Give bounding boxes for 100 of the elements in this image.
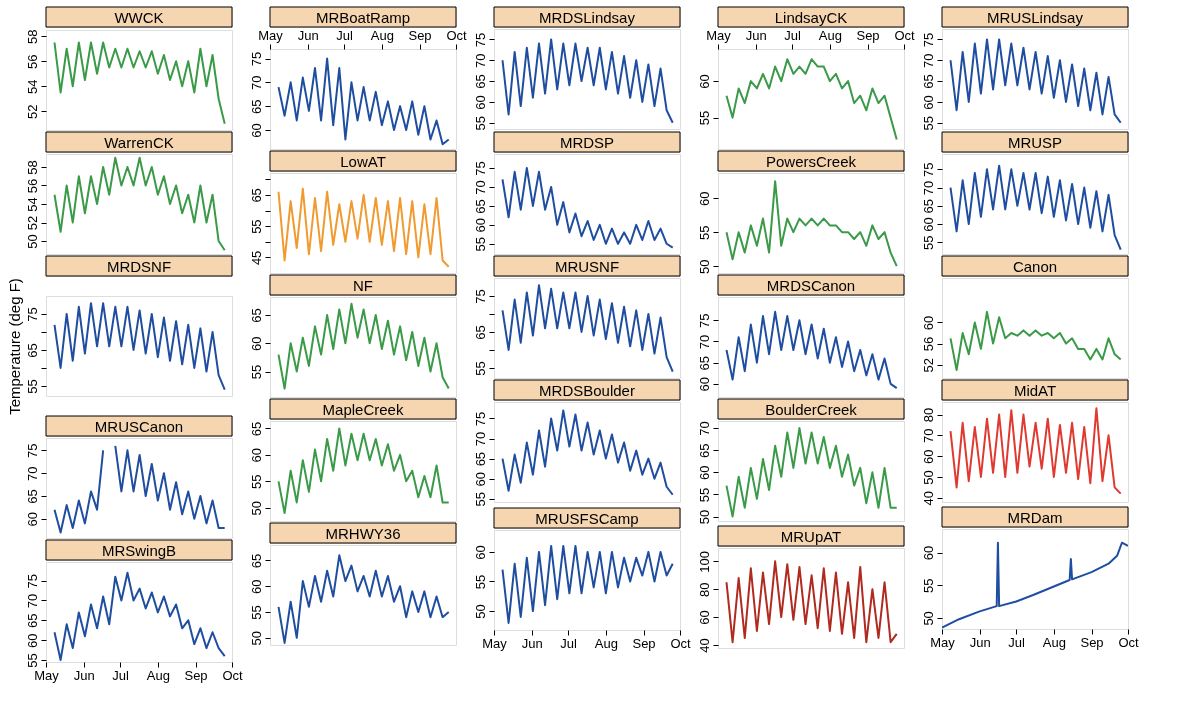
chart-title: NF: [353, 277, 373, 294]
y-tick-label: 55: [472, 361, 488, 376]
y-tick-label: 54: [24, 197, 40, 212]
y-tick-label: 70: [248, 75, 264, 91]
y-tick-label: 60: [472, 471, 488, 487]
chart-title: MidAT: [1013, 382, 1057, 399]
y-tick-label: 55: [248, 219, 264, 234]
y-tick-label: 56: [24, 54, 40, 69]
x-tick-label: Jun: [297, 27, 319, 43]
line-series: [725, 427, 898, 518]
y-tick-label: 55: [248, 364, 264, 380]
y-tick-label: 75: [920, 162, 936, 178]
x-tick-label: May: [706, 27, 732, 43]
x-tick-label: Oct: [446, 27, 467, 43]
x-tick-label: Sep: [1080, 634, 1104, 650]
chart-title: PowersCreek: [765, 153, 857, 170]
chart-title: MRDSNF: [106, 258, 172, 275]
y-tick-label: 75: [24, 573, 40, 589]
y-tick-label: 55: [248, 474, 264, 490]
y-tick-label: 65: [24, 343, 40, 358]
chart-title: MRHWY36: [325, 525, 401, 542]
x-tick-label: Sep: [184, 667, 208, 683]
y-tick-label: 40: [696, 638, 712, 653]
y-tick-label: 60: [472, 218, 488, 233]
y-tick-label: 65: [472, 325, 488, 340]
line-series: [501, 167, 674, 249]
x-tick-label: Jul: [112, 667, 130, 683]
y-tick-label: 65: [472, 199, 488, 214]
y-tick-label: 50: [696, 509, 712, 525]
y-tick-label: 60: [696, 191, 712, 206]
x-tick-label: Aug: [370, 27, 394, 43]
chart-title: LindsayCK: [774, 9, 848, 26]
y-tick-label: 80: [920, 407, 936, 423]
line-series: [53, 571, 226, 662]
y-tick-label: 60: [248, 448, 264, 463]
y-tick-label: 75: [248, 51, 264, 67]
chart-title: MRUSP: [1007, 134, 1063, 151]
chart-title: MRUSFSCamp: [535, 510, 639, 527]
y-tick-label: 60: [696, 465, 712, 481]
y-tick-label: 60: [248, 336, 264, 352]
y-tick-label: 100: [696, 551, 712, 573]
y-tick-label: 60: [920, 449, 936, 464]
y-tick-label: 50: [920, 611, 936, 626]
line-series: [277, 427, 450, 515]
y-tick-label: 52: [24, 104, 40, 119]
line-series: [725, 560, 898, 644]
line-series: [53, 41, 226, 125]
chart-title: MRUSNF: [554, 258, 620, 275]
y-tick-label: 40: [920, 491, 936, 506]
y-tick-label: 60: [472, 95, 488, 110]
y-tick-label: 70: [920, 53, 936, 68]
chart-title: MRDSCanon: [766, 277, 856, 294]
line-series: [277, 302, 450, 390]
y-tick-label: 75: [24, 307, 40, 322]
x-tick-label: Aug: [818, 27, 842, 43]
x-tick-label: Jul: [784, 27, 802, 43]
y-tick-label: 60: [696, 74, 712, 89]
y-tick-label: 55: [472, 237, 488, 252]
line-series: [53, 302, 226, 391]
y-tick-label: 50: [472, 604, 488, 619]
y-tick-label: 65: [920, 74, 936, 89]
x-tick-label: Oct: [894, 27, 915, 43]
chart-title: LowAT: [340, 153, 386, 170]
y-tick-label: 60: [248, 579, 264, 594]
chart-title: MRSwingB: [101, 542, 177, 559]
x-tick-label: May: [258, 27, 284, 43]
x-tick-label: Jul: [1008, 634, 1026, 650]
x-tick-label: May: [34, 667, 60, 683]
y-tick-label: 55: [696, 110, 712, 126]
y-tick-label: 52: [24, 215, 40, 231]
line-series: [949, 407, 1122, 495]
y-tick-label: 60: [920, 545, 936, 561]
y-tick-label: 60: [24, 512, 40, 527]
y-tick-label: 60: [24, 633, 40, 648]
y-tick-label: 60: [696, 610, 712, 625]
y-tick-label: 75: [24, 443, 40, 459]
y-tick-label: 65: [696, 355, 712, 371]
x-tick-label: Aug: [594, 635, 618, 651]
line-series: [949, 38, 1122, 124]
x-tick-label: Aug: [146, 667, 170, 683]
chart-title: MRUSCanon: [94, 418, 184, 435]
y-axis-title: Temperature (deg F): [5, 278, 23, 415]
y-tick-label: 65: [696, 443, 712, 458]
chart-title: MapleCreek: [322, 401, 404, 418]
y-tick-label: 65: [472, 451, 488, 467]
chart-title: MRUpAT: [780, 528, 842, 545]
y-tick-label: 65: [248, 421, 264, 437]
line-series: [501, 544, 674, 624]
y-tick-label: 70: [24, 466, 40, 481]
y-tick-label: 70: [696, 334, 712, 350]
y-tick-label: 70: [472, 53, 488, 68]
line-series: [501, 284, 674, 373]
line-series: [725, 180, 898, 268]
x-tick-label: Jul: [336, 27, 354, 43]
x-tick-label: Aug: [1042, 634, 1066, 650]
chart-title: WarrenCK: [104, 134, 174, 151]
y-tick-label: 55: [24, 379, 40, 394]
x-tick-label: Sep: [856, 27, 880, 43]
chart-title: MRDSBoulder: [539, 382, 635, 399]
y-tick-label: 60: [472, 545, 488, 560]
